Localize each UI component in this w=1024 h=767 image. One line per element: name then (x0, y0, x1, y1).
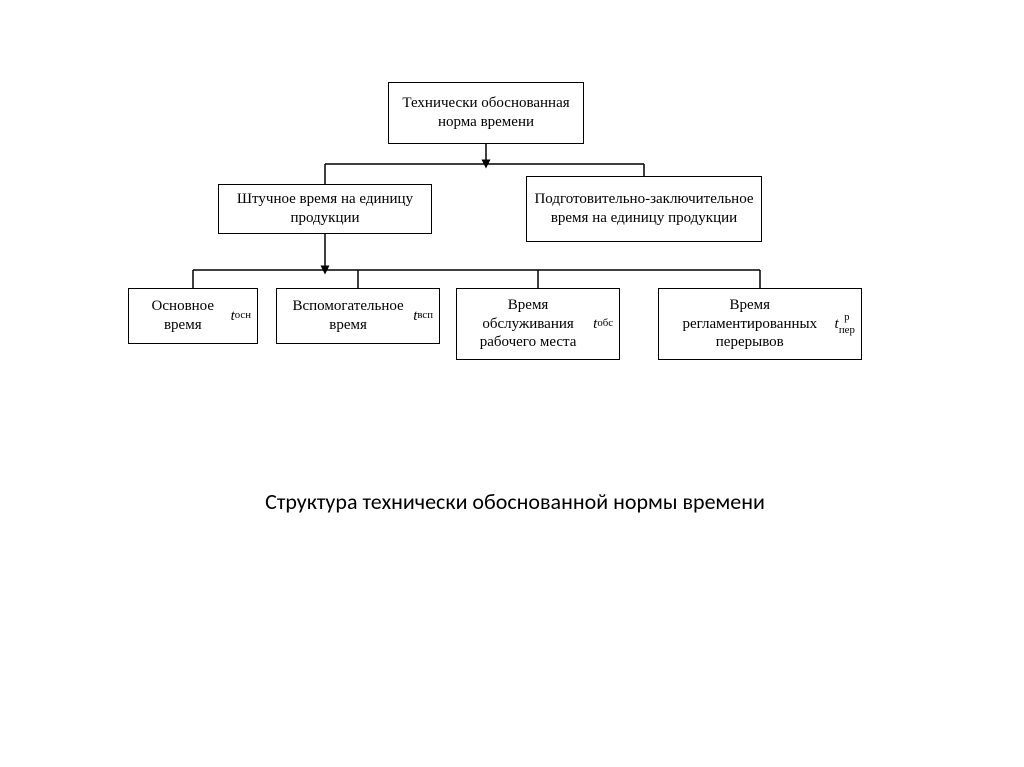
diagram-caption: Структура технически обоснованной нормы … (235, 488, 795, 515)
diagram-canvas: Технически обоснованная норма времени Шт… (0, 0, 1024, 767)
node-main-time: Основное время tосн (128, 288, 258, 344)
node-service-time: Время обслуживания рабочего места tобс (456, 288, 620, 360)
node-prep-final-time: Подготовительно-заключительное время на … (526, 176, 762, 242)
node-aux-time: Вспомогательное время tвсп (276, 288, 440, 344)
node-root: Технически обоснованная норма времени (388, 82, 584, 144)
node-piece-time: Штучное время на единицу продукции (218, 184, 432, 234)
node-break-time: Время регламентированных перерывов tр пе… (658, 288, 862, 360)
